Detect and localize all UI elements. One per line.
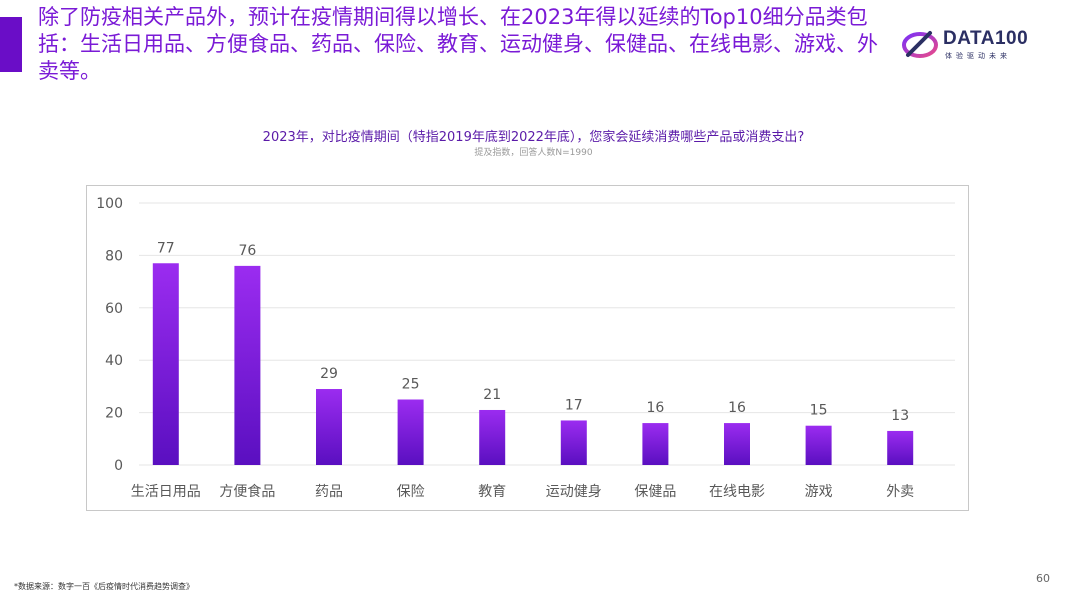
bar	[316, 389, 342, 465]
bar	[479, 409, 506, 465]
y-tick-label: 100	[96, 196, 123, 212]
bar-value-label: 29	[320, 366, 338, 382]
bar-value-label: 16	[728, 400, 746, 416]
bar-value-label: 77	[157, 240, 175, 256]
bar	[234, 265, 261, 465]
x-tick-label: 游戏	[805, 484, 833, 500]
y-tick-label: 60	[105, 301, 123, 317]
bar	[805, 425, 832, 465]
y-tick-label: 0	[114, 458, 123, 474]
bar-value-label: 25	[402, 377, 420, 393]
bar	[724, 423, 750, 465]
brand-logo: DATA100 体验驱动未来	[900, 25, 1040, 69]
x-tick-label: 运动健身	[546, 484, 602, 500]
accent-bar	[0, 17, 22, 72]
x-tick-label: 在线电影	[709, 484, 765, 500]
chart-subtitle: 提及指数，回答人数N=1990	[474, 148, 593, 158]
y-tick-label: 40	[105, 353, 123, 369]
page-headline: 除了防疫相关产品外，预计在疫情期间得以增长、在2023年得以延续的Top10细分…	[38, 5, 878, 83]
logo-text: DATA100	[943, 28, 1029, 49]
bar-value-label: 16	[646, 400, 664, 416]
x-tick-label: 保险	[397, 484, 425, 500]
y-tick-label: 20	[105, 406, 123, 422]
x-tick-label: 外卖	[886, 484, 914, 500]
x-tick-label: 生活日用品	[131, 484, 201, 500]
bar-value-label: 15	[810, 403, 828, 419]
bar-chart: 0 20 40 60 80 100 77 生活日用品 76 方便食品 29 药品 25 保险 21 教育 17 运…	[96, 196, 955, 500]
x-tick-label: 药品	[315, 484, 343, 500]
logo-subtext: 体验驱动未来	[945, 52, 1011, 60]
bar	[152, 263, 179, 465]
bar	[560, 420, 587, 465]
bar	[397, 399, 424, 465]
chart-title: 2023年，对比疫情期间（特指2019年底到2022年底），您家会延续消费哪些产…	[262, 130, 805, 145]
x-tick-label: 教育	[478, 484, 506, 500]
bar-value-label: 17	[565, 397, 583, 413]
x-tick-label: 方便食品	[219, 483, 275, 500]
bar-value-label: 13	[891, 408, 909, 424]
bar-value-label: 21	[483, 387, 501, 403]
y-tick-label: 80	[105, 248, 123, 264]
bar-value-label: 76	[238, 243, 256, 259]
bar	[887, 430, 914, 465]
x-tick-label: 保健品	[634, 484, 676, 500]
bar	[642, 423, 669, 465]
logo-mark-icon	[902, 31, 938, 58]
source-footnote: *数据来源：数字一百《后疫情时代消费趋势调查》	[14, 582, 194, 591]
chart-area: 0 20 40 60 80 100 77 生活日用品 76 方便食品 29 药品 25 保险 21 教育 17 运…	[86, 185, 969, 511]
page-number: 60	[1036, 572, 1050, 585]
